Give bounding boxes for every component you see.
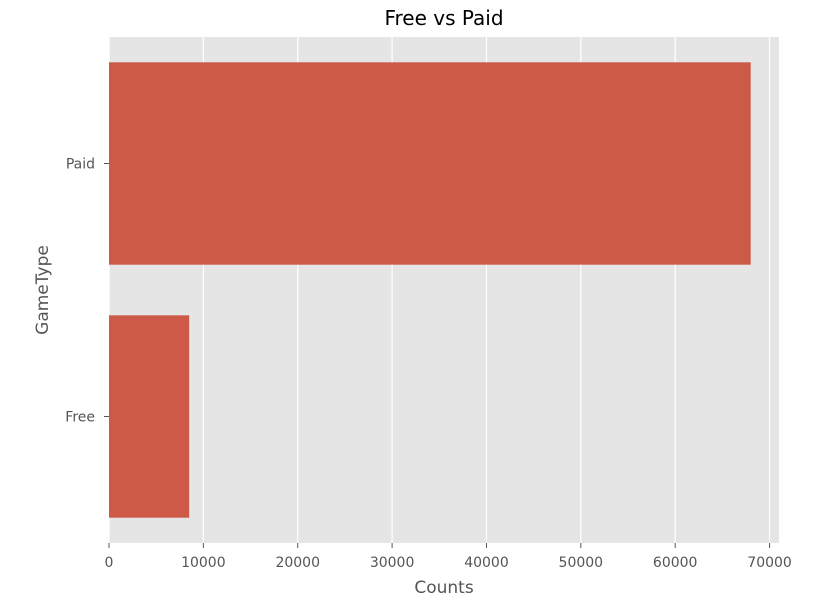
x-axis-title: Counts bbox=[414, 578, 473, 598]
x-tick-label: 40000 bbox=[464, 555, 509, 571]
x-tick-label: 10000 bbox=[181, 555, 226, 571]
bars bbox=[109, 62, 751, 518]
x-tick-label: 50000 bbox=[559, 555, 604, 571]
x-tick-label: 60000 bbox=[653, 555, 698, 571]
y-axis-title: GameType bbox=[33, 245, 53, 335]
chart-title: Free vs Paid bbox=[384, 6, 503, 30]
x-tick-label: 30000 bbox=[370, 555, 415, 571]
y-tick-label: Free bbox=[65, 410, 95, 426]
bar-paid bbox=[109, 62, 751, 265]
bar-free bbox=[109, 315, 190, 518]
x-tick-label: 20000 bbox=[275, 555, 320, 571]
y-axis-ticks: Paid Free bbox=[65, 157, 109, 426]
x-tick-label: 70000 bbox=[747, 555, 792, 571]
x-tick-label: 0 bbox=[105, 555, 114, 571]
y-tick-label: Paid bbox=[66, 157, 95, 173]
x-axis-ticks: 0 10000 20000 30000 40000 50000 60000 70000 bbox=[105, 543, 792, 571]
